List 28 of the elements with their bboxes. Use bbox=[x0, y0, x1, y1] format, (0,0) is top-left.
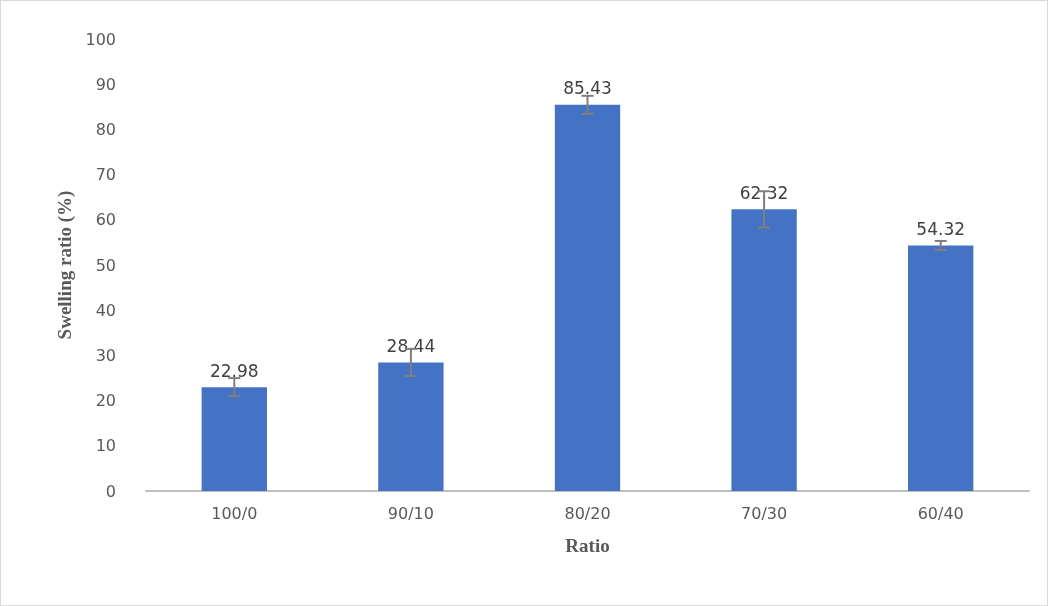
y-tick-label: 90 bbox=[95, 74, 116, 94]
y-tick-label: 80 bbox=[95, 119, 116, 139]
y-tick-label: 30 bbox=[95, 345, 116, 365]
y-tick-label: 50 bbox=[95, 255, 116, 275]
bar bbox=[554, 104, 621, 491]
data-label: 85.43 bbox=[563, 78, 612, 99]
y-axis-title: Swelling ratio (%) bbox=[54, 190, 76, 340]
y-tick-label: 20 bbox=[95, 391, 116, 411]
x-axis-title: Ratio bbox=[565, 535, 610, 556]
x-tick-label: 70/30 bbox=[741, 503, 788, 523]
data-label: 54.32 bbox=[916, 218, 966, 239]
bar bbox=[731, 209, 797, 491]
y-tick-label: 40 bbox=[95, 300, 116, 320]
bar bbox=[201, 387, 267, 491]
bar bbox=[908, 245, 974, 491]
data-label: 62.32 bbox=[739, 182, 789, 203]
y-tick-label: 60 bbox=[95, 210, 116, 230]
y-tick-label: 70 bbox=[95, 165, 116, 185]
x-tick-label: 100/0 bbox=[211, 503, 258, 523]
y-tick-label: 10 bbox=[95, 436, 116, 456]
data-label: 22.98 bbox=[209, 360, 259, 381]
y-tick-label: 100 bbox=[85, 29, 116, 49]
data-label: 28.44 bbox=[386, 335, 436, 356]
x-tick-label: 60/40 bbox=[917, 503, 964, 523]
y-tick-label: 0 bbox=[105, 481, 116, 501]
x-tick-label: 90/10 bbox=[387, 503, 434, 523]
x-tick-label: 80/20 bbox=[564, 503, 611, 523]
bar bbox=[378, 362, 444, 491]
